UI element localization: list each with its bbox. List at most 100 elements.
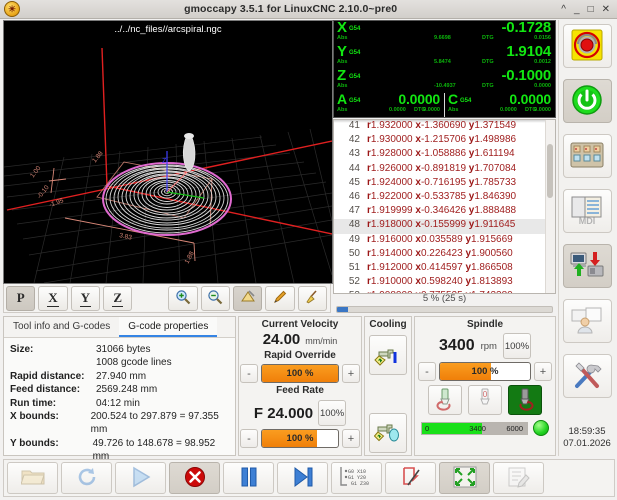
view-y-button[interactable]: Y: [70, 285, 100, 311]
mist-coolant-button[interactable]: [369, 413, 407, 453]
toggle-tool-path-button[interactable]: [265, 285, 295, 311]
toggle-dimensions-button[interactable]: [232, 285, 263, 311]
manual-mode-button[interactable]: [562, 134, 612, 178]
auto-run-icon: [569, 250, 605, 283]
spindle-direction-buttons: 0: [415, 385, 555, 415]
spindle-ccw-button[interactable]: [428, 385, 462, 415]
estop-button[interactable]: [562, 24, 612, 68]
gcode-line-text: r1.926000 x-0.891819 y1.707084: [367, 162, 517, 174]
dro-dtg-y: 0.0012: [534, 59, 551, 65]
rapid-slider-fill: [262, 365, 338, 382]
settings-button[interactable]: [562, 354, 612, 398]
dro-dtg-z: 0.0000: [534, 83, 551, 89]
feed-rate-row: F 24.000 100%: [239, 400, 361, 426]
gcode-line[interactable]: 53 r1.908000 x0.775525 y1.743280: [334, 290, 555, 293]
dro-row-x[interactable]: X G54 -0.1728 Abs 9.6698 DTG 0.0156: [334, 21, 555, 45]
block-delete-button[interactable]: G0 X10 G1 Y20 G1 Z30: [331, 462, 382, 494]
spindle-cw-icon: [513, 387, 537, 414]
dro-row-a[interactable]: A G54 0.0000 Abs 0.0000 DTG 0.0000: [334, 92, 444, 117]
gcode-line-number: 49: [348, 233, 360, 245]
zoom-out-icon: [207, 289, 223, 308]
shade-icon[interactable]: ^: [561, 3, 566, 15]
gcode-line-text: r1.910000 x0.598240 y1.813893: [367, 276, 513, 288]
dro-offset-y: G54: [349, 50, 361, 56]
flood-coolant-button[interactable]: [369, 335, 407, 375]
reload-file-button[interactable]: [61, 462, 112, 494]
gcode-scrollbar-thumb[interactable]: [547, 144, 553, 198]
step-program-button[interactable]: [277, 462, 328, 494]
feed-minus-button[interactable]: -: [240, 429, 258, 448]
machine-power-button[interactable]: [562, 79, 612, 123]
dro-abs-label-z: Abs: [337, 83, 348, 89]
feed-override-row: - 100 % +: [239, 429, 361, 448]
gcode-line[interactable]: 50 r1.914000 x0.226423 y1.900560: [334, 248, 555, 262]
property-key: [10, 356, 96, 369]
dro-row-z[interactable]: Z G54 -0.1000 Abs -10.4937 DTG 0.0000: [334, 68, 555, 93]
pause-program-button[interactable]: [223, 462, 274, 494]
spindle-label: Spindle: [466, 319, 504, 330]
gcode-scrollbar[interactable]: [545, 120, 555, 293]
spindle-override-slider[interactable]: 100 %: [439, 362, 531, 381]
spindle-rpm-row: 3400 rpm 100%: [415, 333, 555, 359]
clear-live-plot-button[interactable]: [297, 285, 327, 311]
view-x-button[interactable]: X: [38, 285, 68, 311]
tab-gcode-properties[interactable]: G-code properties: [119, 317, 218, 337]
spindle-stop-button[interactable]: 0: [468, 385, 502, 415]
rapid-override-slider[interactable]: 100 %: [261, 364, 339, 383]
gcode-line[interactable]: 46 r1.922000 x-0.533785 y1.846390: [334, 191, 555, 205]
rapid-minus-button[interactable]: -: [240, 364, 258, 383]
close-icon[interactable]: ✕: [601, 3, 610, 15]
rapid-plus-button[interactable]: +: [342, 364, 360, 383]
dro-abs-label-x: Abs: [337, 35, 348, 41]
gcode-line[interactable]: 51 r1.912000 x0.414597 y1.866508: [334, 262, 555, 276]
gcode-line[interactable]: 45 r1.924000 x-0.716195 y1.785733: [334, 177, 555, 191]
dro-offset-z: G54: [349, 74, 361, 80]
user-tabs-button[interactable]: [562, 299, 612, 343]
feed-override-slider[interactable]: 100 %: [261, 429, 339, 448]
gcode-line[interactable]: 44 r1.926000 x-0.891819 y1.707084: [334, 163, 555, 177]
minimize-icon[interactable]: _: [574, 3, 580, 15]
feed-rate-label: Feed Rate: [276, 385, 324, 396]
auto-mode-button[interactable]: [562, 244, 612, 288]
zoom-in-button[interactable]: [168, 285, 198, 311]
property-key: Run time:: [10, 397, 57, 409]
maximize-icon[interactable]: □: [587, 3, 594, 15]
open-file-button[interactable]: [7, 462, 58, 494]
spindle-percent-box[interactable]: 100%: [502, 333, 531, 359]
view-p-button[interactable]: P: [6, 285, 36, 311]
pencil-icon: [272, 289, 288, 308]
stop-program-button[interactable]: [169, 462, 220, 494]
tools-icon: [571, 360, 603, 393]
dro-offset-a: G54: [349, 98, 361, 104]
gcode-line[interactable]: 43 r1.928000 x-1.058886 y1.611194: [334, 148, 555, 162]
dro-value-x: -0.1728: [501, 20, 552, 36]
edit-program-button[interactable]: [493, 462, 544, 494]
run-program-button[interactable]: [115, 462, 166, 494]
gcode-preview-3d[interactable]: 1.00 -0.10 -1.95 1.88 3.83 1.88: [3, 20, 333, 284]
pause-icon: [239, 466, 259, 491]
spindle-minus-button[interactable]: -: [418, 362, 436, 381]
spindle-plus-button[interactable]: +: [534, 362, 552, 381]
gcode-line[interactable]: 49 r1.916000 x0.035589 y1.915669: [334, 234, 555, 248]
gcode-line[interactable]: 41 r1.932000 x-1.360690 y1.371549: [334, 120, 555, 134]
tab-tool-info[interactable]: Tool info and G-codes: [13, 321, 111, 332]
view-p-label: P: [16, 290, 25, 305]
fullsize-preview-button[interactable]: [439, 462, 490, 494]
zoom-out-button[interactable]: [200, 285, 230, 311]
view-z-button[interactable]: Z: [102, 285, 133, 311]
optional-stop-button[interactable]: [385, 462, 436, 494]
dro-row-y[interactable]: Y G54 1.9104 Abs 5.8474 DTG 0.0012: [334, 44, 555, 69]
clock-time: 18:59:35: [568, 426, 606, 437]
feed-percent-box[interactable]: 100%: [318, 400, 347, 426]
mdi-icon: MDI: [569, 194, 605, 229]
gcode-line[interactable]: 47 r1.919999 x-0.346426 y1.888488: [334, 205, 555, 219]
gcode-listing[interactable]: 41 r1.932000 x-1.360690 y1.371549 42 r1.930…: [333, 119, 556, 294]
gcode-line[interactable]: 52 r1.910000 x0.598240 y1.813893: [334, 276, 555, 290]
dro-row-c[interactable]: C G54 0.0000 Abs 0.0000 DTG 0.0000: [444, 92, 555, 117]
dro-row-ac: A G54 0.0000 Abs 0.0000 DTG 0.0000 C G54…: [334, 92, 555, 117]
gcode-line[interactable]: 42 r1.930000 x-1.215706 y1.498986: [334, 134, 555, 148]
feed-plus-button[interactable]: +: [342, 429, 360, 448]
mdi-mode-button[interactable]: MDI: [562, 189, 612, 233]
spindle-cw-button[interactable]: [508, 385, 542, 415]
gcode-line[interactable]: 48 r1.918000 x-0.155999 y1.911645: [334, 219, 555, 234]
